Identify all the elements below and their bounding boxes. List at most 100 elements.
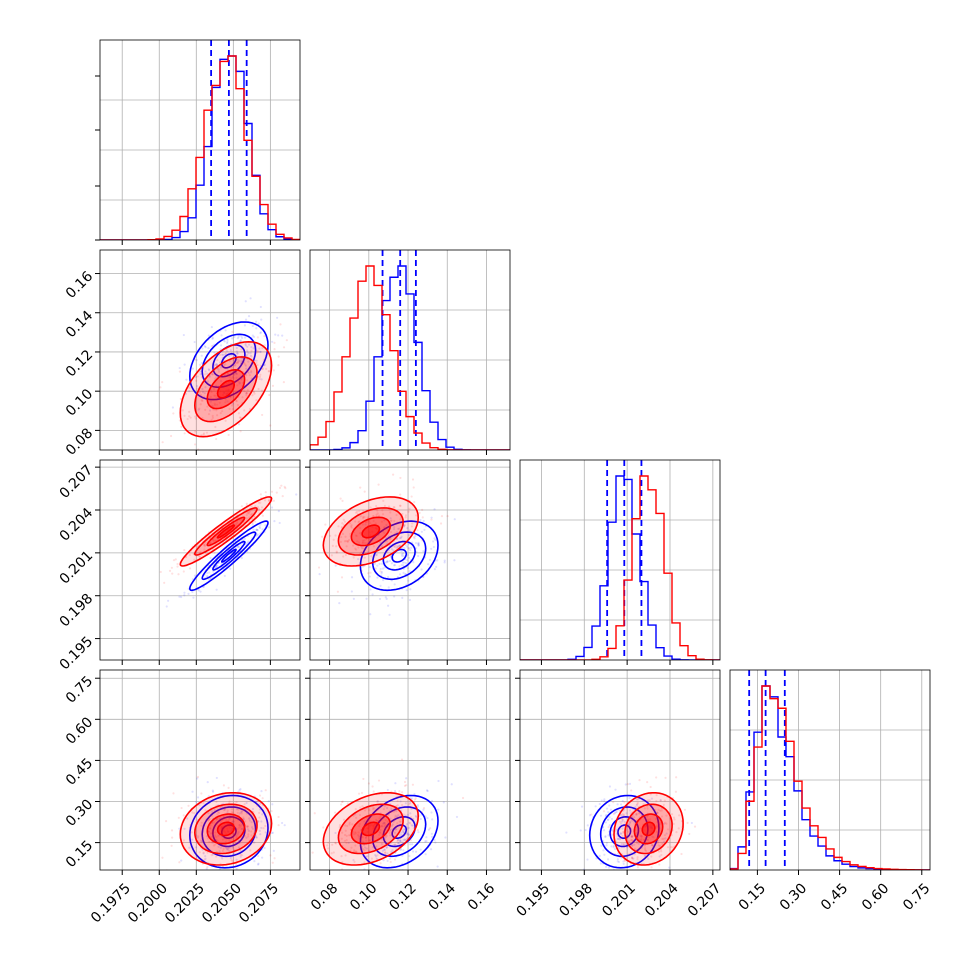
scatter-point [604,835,607,838]
scatter-point [361,805,364,808]
scatter-point [268,526,271,529]
scatter-point [385,846,388,849]
scatter-point [675,776,678,779]
scatter-point [421,516,424,519]
scatter-point [607,818,610,821]
x-tick-label: 0.12 [386,880,419,913]
scatter-point [350,590,353,593]
contour-level [201,806,257,858]
scatter-point [228,800,231,803]
scatter-point [664,821,667,824]
scatter-point [612,801,615,804]
scatter-point [363,541,367,545]
scatter-point [222,353,225,356]
scatter-point [236,811,239,814]
scatter-point [374,567,377,570]
scatter-point [228,395,232,398]
scatter-point [199,839,202,842]
scatter-point [183,591,186,594]
scatter-point [668,866,671,869]
scatter-point [350,525,353,528]
scatter-point [645,799,648,803]
scatter-point [339,540,343,543]
scatter-point [382,822,385,825]
panel-frame [729,669,931,871]
scatter-point [628,782,632,785]
scatter-point [607,834,610,837]
scatter-point [360,845,363,849]
scatter-point [266,821,269,824]
scatter-point [219,846,222,849]
scatter-point [651,844,654,847]
scatter-point [610,817,614,821]
scatter-point [251,394,254,397]
scatter-point [238,359,241,362]
scatter-point [231,860,234,863]
scatter-point [306,550,308,552]
x-tick-label: 0.195 [514,880,554,920]
scatter-point [236,828,239,831]
scatter-point [264,524,267,527]
scatter-point [263,344,266,347]
scatter-point [393,563,397,567]
scatter-point [680,852,683,856]
scatter-point [214,831,217,834]
scatter-point [244,372,247,375]
scatter-point [245,394,248,397]
scatter-point [191,367,194,370]
scatter-point [372,825,376,828]
scatter-point [238,812,241,815]
scatter-point [628,797,631,800]
scatter-point [383,848,386,851]
scatter-point [232,377,235,380]
scatter-point [430,799,434,803]
scatter-point [446,514,449,518]
scatter-point [281,495,284,498]
scatter-point [188,415,191,418]
scatter-point [605,865,608,868]
scatter-point [223,836,227,840]
scatter-point [633,843,636,846]
scatter-point [380,824,383,828]
scatter-point [376,512,379,515]
scatter-point [247,315,251,318]
scatter-point [223,340,226,343]
scatter-point [210,854,213,857]
scatter-point [172,792,175,795]
scatter-point [199,403,202,406]
panel-frame [99,39,301,241]
x-tick-label: 0.14 [426,880,459,913]
scatter-point [239,416,242,419]
scatter-point [647,857,650,860]
scatter-point [304,838,306,840]
scatter-point [354,832,357,835]
scatter-point [209,824,212,827]
scatter-point [640,838,643,842]
scatter-point [275,491,278,494]
scatter-point [407,826,410,829]
scatter-point [202,852,205,855]
scatter-point [178,861,181,864]
scatter-point [372,519,375,523]
scatter-point [382,579,385,582]
scatter-point [253,841,256,844]
scatter-point [635,812,638,815]
scatter-point [612,846,615,849]
scatter-point [250,355,253,358]
scatter-point [277,334,280,337]
scatter-point [340,576,344,579]
scatter-point [226,338,229,342]
scatter-point [651,827,654,830]
scatter-point [398,537,401,540]
scatter-point [656,823,659,826]
scatter-point [630,856,634,860]
scatter-point [362,517,365,520]
scatter-point [400,791,404,794]
scatter-point [658,827,661,830]
scatter-point [639,827,642,830]
scatter-point [657,821,661,824]
scatter-point [393,544,396,547]
scatter-point [237,423,241,426]
scatter-point [616,808,619,811]
scatter-point [389,555,392,559]
